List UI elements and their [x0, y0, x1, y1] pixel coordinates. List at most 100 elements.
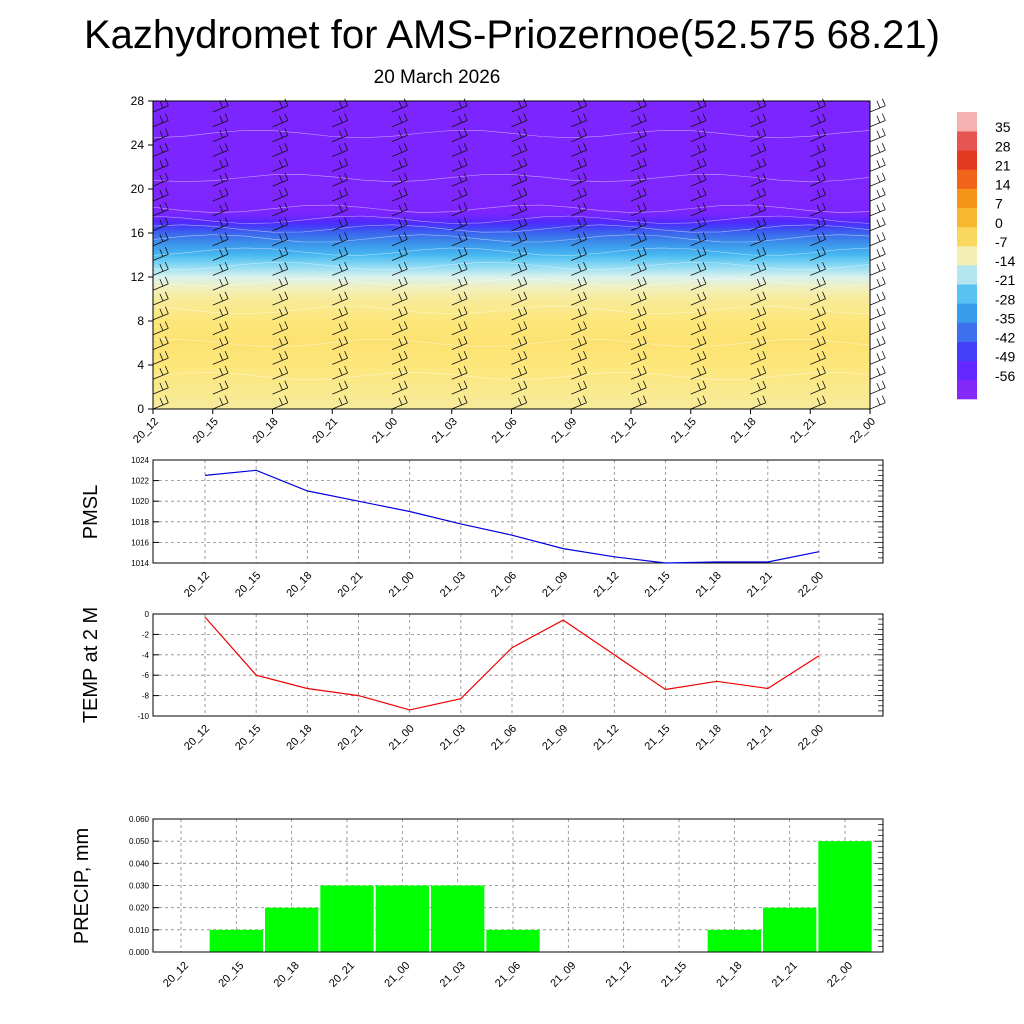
wind-barb — [869, 321, 886, 336]
xsec-x-label: 21_12 — [609, 416, 639, 446]
colorbar-label: 21 — [995, 157, 1011, 173]
colorbar-label: -35 — [995, 310, 1015, 326]
wind-barb — [511, 217, 528, 232]
colorbar-label: -7 — [995, 234, 1008, 250]
wind-barb — [451, 380, 468, 395]
temp-x-label: 21_03 — [438, 723, 468, 753]
wind-barb — [690, 113, 707, 128]
contour-line — [152, 215, 871, 224]
wind-barb — [869, 157, 886, 172]
wind-barb — [212, 98, 229, 113]
wind-barb — [451, 202, 468, 217]
wind-barb — [272, 291, 289, 306]
wind-barb — [630, 321, 647, 336]
xsec-x-label: 20_15 — [191, 416, 221, 446]
temp-series-line — [204, 616, 820, 711]
wind-barb — [152, 350, 169, 365]
precip-x-label: 21_15 — [659, 960, 689, 990]
wind-barb — [690, 247, 707, 261]
xsec-x-label: 21_09 — [549, 416, 579, 446]
wind-barb — [810, 336, 826, 350]
wind-barb — [630, 217, 647, 232]
wind-barb — [272, 380, 289, 395]
wind-barb — [869, 380, 886, 395]
pmsl-frame — [152, 459, 884, 564]
wind-barb — [511, 247, 528, 261]
wind-barb — [272, 321, 289, 336]
temp-x-label: 21_12 — [591, 723, 621, 753]
wind-barb — [690, 380, 707, 395]
pmsl-x-label: 21_00 — [387, 570, 417, 600]
precip-bar — [265, 907, 319, 952]
precip-bar — [375, 885, 429, 952]
wind-barb — [212, 217, 229, 232]
wind-barb — [272, 217, 289, 232]
wind-barb — [810, 247, 826, 261]
colorbar-bin — [957, 379, 977, 400]
wind-barb — [272, 113, 289, 128]
colorbar-label: 7 — [995, 196, 1003, 212]
wind-barb — [869, 143, 886, 157]
chart-subtitle: 20 March 2026 — [373, 67, 501, 88]
wind-barb — [869, 128, 886, 143]
wind-barb — [810, 157, 826, 172]
colorbar-bin — [957, 226, 977, 247]
wind-barb — [451, 232, 468, 247]
wind-barb — [511, 98, 528, 113]
temp-frame — [152, 613, 884, 717]
wind-barb — [451, 157, 468, 172]
wind-barb — [750, 321, 767, 336]
wind-barb — [511, 380, 528, 395]
wind-barb — [152, 143, 169, 157]
wind-barb — [810, 217, 826, 232]
wind-barb — [272, 128, 289, 143]
wind-barb — [332, 306, 348, 321]
precip-y-tick-label: 0.010 — [129, 926, 150, 935]
wind-barb — [690, 217, 707, 232]
wind-barb — [391, 395, 408, 410]
wind-barb — [571, 261, 587, 276]
wind-barb — [391, 202, 408, 217]
wind-barb — [272, 172, 289, 187]
wind-barb — [212, 187, 229, 202]
precip-y-tick-label: 0.030 — [129, 882, 150, 891]
temp-axis-label: TEMP at 2 M — [80, 607, 102, 723]
precip-panel: 0.000 0.010 0.020 0.030 0.040 0.050 0.060 20_12… — [71, 815, 884, 990]
wind-barb — [630, 143, 647, 157]
wind-barb — [869, 98, 886, 113]
wind-barb — [212, 336, 229, 350]
wind-barb — [152, 395, 169, 410]
wind-barb — [212, 395, 229, 410]
contour-line — [152, 278, 871, 287]
temp-y-tick-label: -8 — [142, 692, 150, 701]
wind-barb — [511, 128, 528, 143]
wind-barb — [630, 395, 647, 410]
wind-barb — [212, 157, 229, 172]
wind-barb — [152, 306, 169, 321]
wind-barb — [750, 380, 767, 395]
wind-barb — [212, 261, 229, 276]
precip-bar — [320, 885, 374, 952]
pmsl-x-label: 21_15 — [643, 570, 673, 600]
wind-barb — [212, 232, 229, 247]
colorbar-bin — [957, 322, 977, 342]
wind-barb — [451, 187, 468, 202]
wind-barb — [451, 128, 468, 143]
wind-barb — [152, 336, 169, 350]
temp-x-label: 20_15 — [233, 723, 263, 753]
colorbar-label: 28 — [995, 138, 1011, 154]
wind-barb — [391, 261, 408, 276]
wind-barb — [750, 365, 767, 380]
wind-barb — [152, 380, 169, 395]
wind-barb — [332, 321, 348, 336]
wind-barb — [571, 321, 587, 336]
wind-barb — [750, 98, 767, 113]
wind-barb — [391, 157, 408, 172]
colorbar-bin — [957, 150, 977, 170]
wind-barb — [332, 98, 348, 113]
wind-barb — [152, 276, 169, 291]
wind-barb — [451, 350, 468, 365]
temp-x-label: 20_12 — [182, 723, 212, 753]
wind-barb — [391, 143, 408, 157]
wind-barb — [571, 380, 587, 395]
